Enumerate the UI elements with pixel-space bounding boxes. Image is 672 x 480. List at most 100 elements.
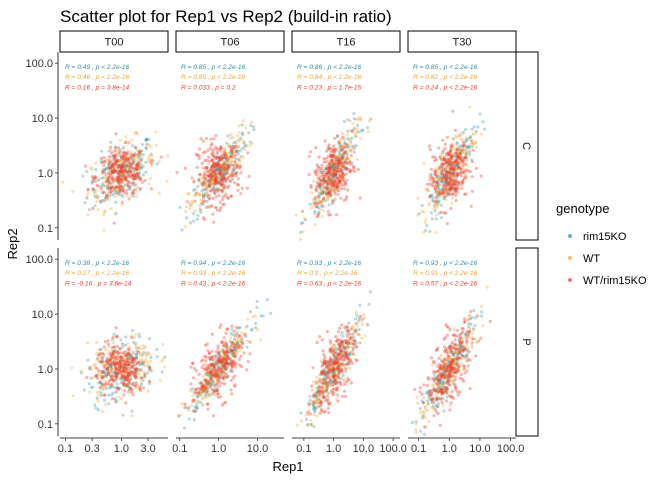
point-wt (146, 389, 150, 393)
point-wt-rim15ko (113, 355, 117, 359)
point-rim15ko (116, 171, 120, 175)
point-wt (222, 165, 226, 169)
point-rim15ko (211, 185, 215, 189)
point-wt (309, 206, 313, 210)
point-wt-rim15ko (236, 177, 240, 181)
point-wt-rim15ko (107, 161, 111, 165)
point-wt-rim15ko (342, 355, 346, 359)
point-wt-rim15ko (208, 159, 212, 163)
point-wt-rim15ko (193, 199, 197, 203)
stat-label-wt-rim15ko: R = 0.23 , p = 1.7e-15 (297, 84, 361, 91)
point-wt-rim15ko (327, 402, 331, 406)
point-rim15ko (240, 147, 244, 151)
point-wt (135, 158, 139, 162)
point-wt-rim15ko (107, 155, 111, 159)
point-wt-rim15ko (467, 330, 471, 334)
point-wt-rim15ko (221, 341, 225, 345)
point-wt (207, 173, 211, 177)
point-rim15ko (126, 174, 130, 178)
point-wt-rim15ko (142, 386, 146, 390)
point-rim15ko (121, 186, 126, 190)
point-wt-rim15ko (222, 163, 226, 167)
point-wt-rim15ko (219, 175, 223, 179)
point-wt-rim15ko (221, 172, 225, 176)
point-wt-rim15ko (428, 182, 432, 186)
point-rim15ko (319, 178, 323, 182)
point-wt-rim15ko (236, 183, 240, 187)
point-wt-rim15ko (233, 153, 237, 157)
point-wt-rim15ko (217, 162, 221, 166)
point-wt-rim15ko (192, 180, 196, 184)
point-rim15ko (339, 154, 343, 158)
point-wt (214, 173, 219, 177)
point-rim15ko (138, 176, 142, 180)
point-wt-rim15ko (116, 178, 120, 182)
point-rim15ko (355, 123, 360, 127)
point-wt-rim15ko (136, 171, 140, 175)
point-wt (362, 316, 366, 320)
point-wt-rim15ko (138, 187, 142, 191)
point-rim15ko (251, 125, 256, 129)
point-wt-rim15ko (337, 178, 341, 182)
point-wt (253, 314, 258, 318)
point-wt-rim15ko (110, 163, 114, 167)
point-wt (206, 180, 210, 185)
point-wt-rim15ko (345, 157, 349, 161)
point-rim15ko (481, 120, 485, 124)
point-wt-rim15ko (226, 175, 231, 179)
point-wt (93, 192, 97, 196)
point-wt-rim15ko (96, 184, 100, 188)
point-wt-rim15ko (333, 189, 337, 193)
point-rim15ko (118, 153, 122, 157)
point-rim15ko (333, 173, 337, 177)
point-rim15ko (100, 149, 104, 153)
point-rim15ko (234, 140, 238, 144)
point-rim15ko (87, 208, 92, 212)
point-rim15ko (115, 189, 119, 193)
point-rim15ko (128, 171, 132, 175)
point-wt-rim15ko (225, 157, 229, 161)
point-rim15ko (96, 408, 101, 412)
point-rim15ko (213, 166, 217, 170)
point-wt-rim15ko (461, 140, 465, 144)
point-wt-rim15ko (125, 170, 129, 174)
point-rim15ko (331, 172, 335, 176)
point-rim15ko (222, 186, 226, 190)
point-wt (109, 148, 113, 152)
point-wt-rim15ko (418, 390, 422, 394)
point-wt (221, 169, 225, 173)
point-wt-rim15ko (444, 368, 448, 372)
point-wt-rim15ko (333, 352, 338, 356)
point-wt-rim15ko (212, 220, 216, 224)
point-wt-rim15ko (323, 361, 327, 365)
point-wt-rim15ko (222, 155, 226, 159)
point-rim15ko (234, 171, 238, 175)
point-wt (234, 162, 238, 167)
point-wt-rim15ko (98, 385, 102, 389)
point-wt-rim15ko (130, 172, 134, 176)
point-rim15ko (238, 136, 243, 140)
point-wt-rim15ko (351, 348, 355, 352)
point-wt-rim15ko (216, 189, 220, 193)
point-wt (258, 338, 262, 342)
point-rim15ko (141, 173, 145, 177)
point-wt-rim15ko (204, 355, 208, 359)
point-rim15ko (422, 433, 427, 437)
point-wt-rim15ko (442, 373, 446, 377)
point-wt-rim15ko (205, 370, 209, 374)
point-wt-rim15ko (435, 405, 439, 409)
point-wt (129, 150, 133, 154)
point-rim15ko (342, 152, 346, 156)
point-wt-rim15ko (211, 148, 215, 152)
point-wt-rim15ko (119, 188, 123, 192)
point-rim15ko (342, 155, 346, 159)
point-wt-rim15ko (327, 411, 331, 415)
point-rim15ko (138, 151, 142, 155)
point-rim15ko (344, 166, 348, 170)
point-wt-rim15ko (126, 379, 130, 383)
point-wt-rim15ko (438, 192, 442, 196)
point-wt-rim15ko (202, 172, 206, 176)
point-wt (187, 191, 191, 196)
point-wt-rim15ko (318, 400, 322, 405)
point-wt-rim15ko (459, 148, 463, 152)
